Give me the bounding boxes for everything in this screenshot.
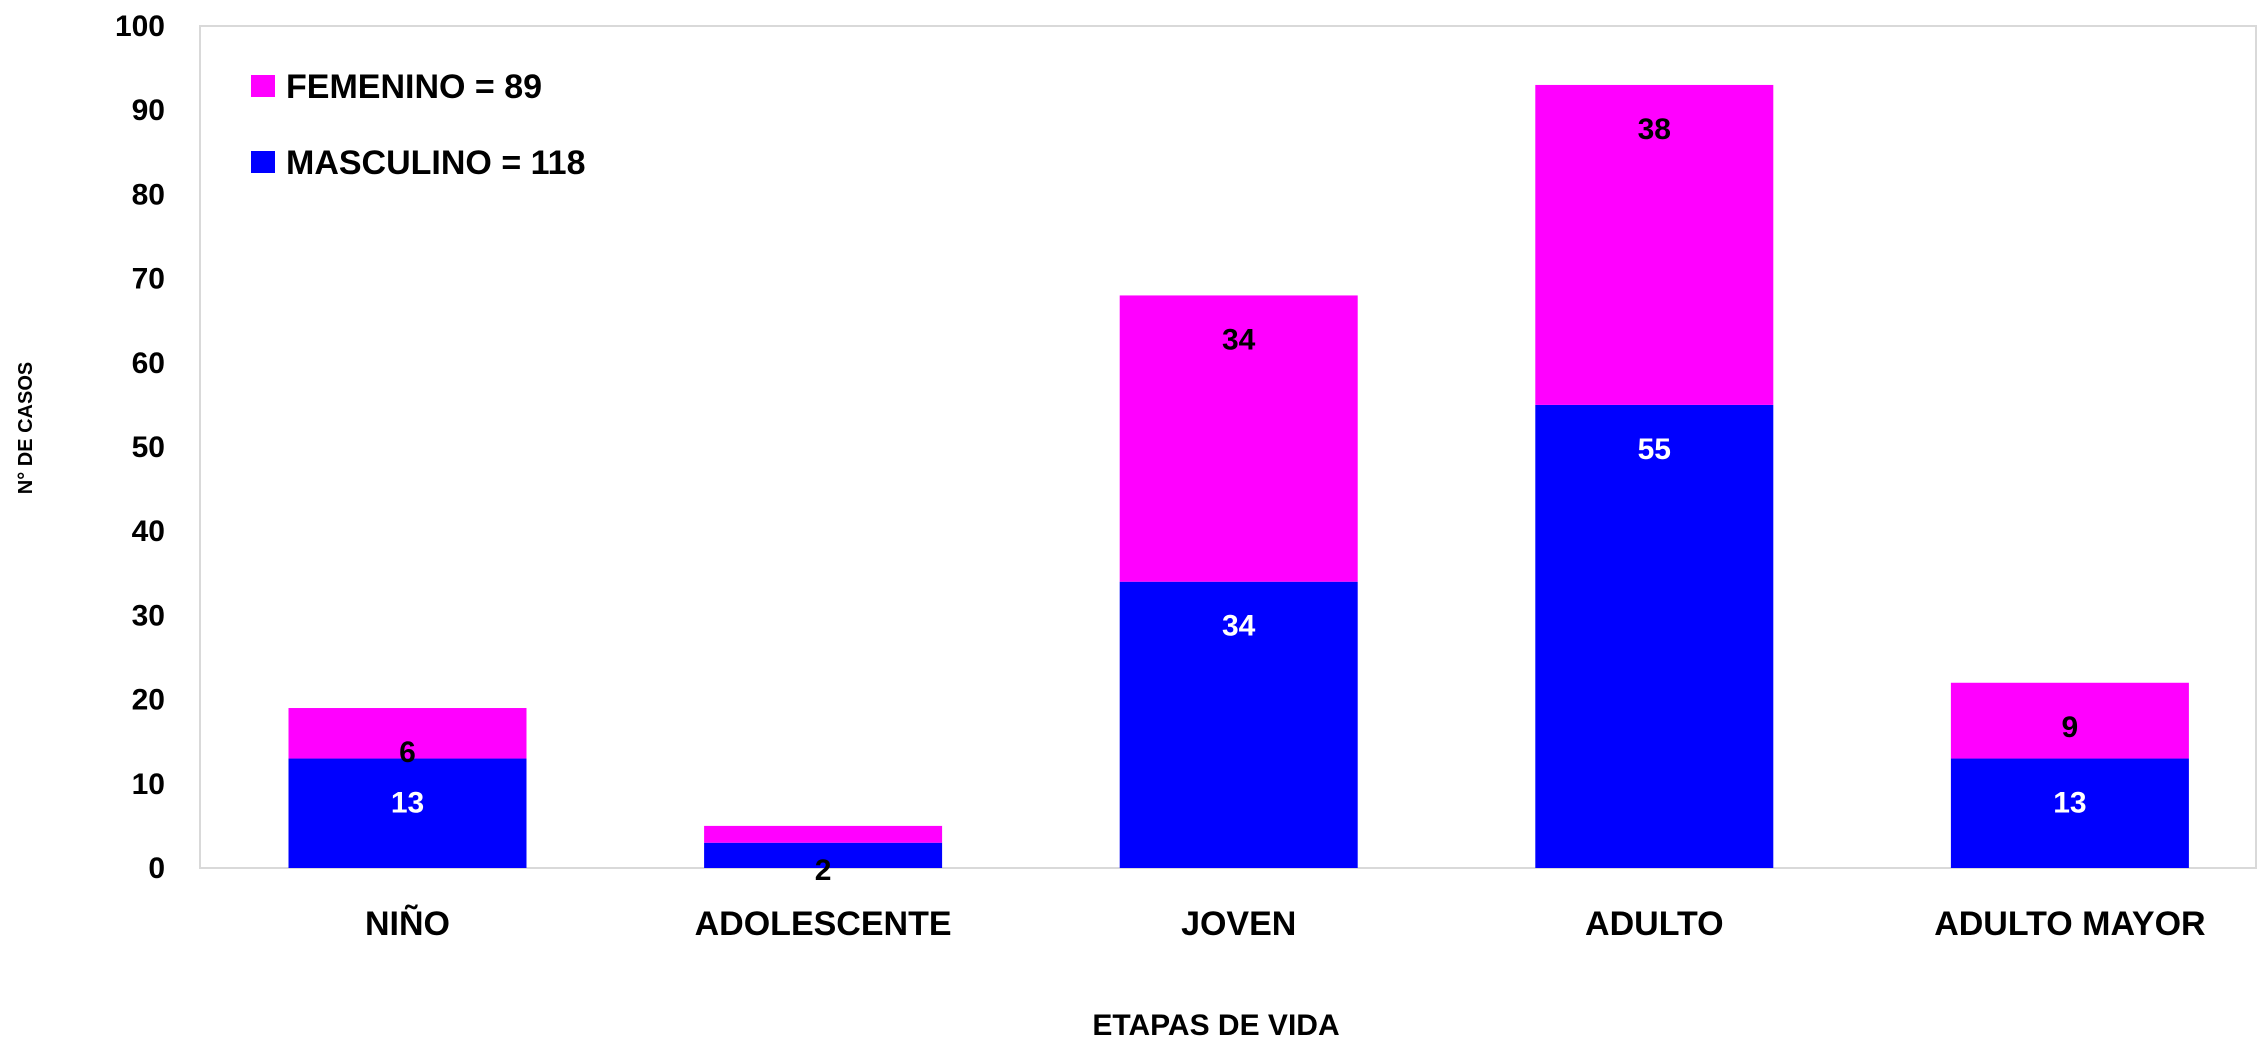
data-label: 55 bbox=[1638, 433, 1671, 466]
legend-label: FEMENINO = 89 bbox=[286, 68, 542, 106]
x-tick-label: NIÑO bbox=[365, 905, 450, 943]
y-tick-label: 70 bbox=[132, 263, 165, 296]
bar-femenino-3 bbox=[1119, 295, 1358, 582]
x-tick-label: ADULTO bbox=[1585, 905, 1724, 943]
y-axis-title: N° DE CASOS bbox=[15, 362, 37, 494]
x-tick-label: JOVEN bbox=[1181, 905, 1296, 943]
data-label: 2 bbox=[815, 854, 832, 887]
y-tick-label: 0 bbox=[148, 852, 165, 885]
legend-label: MASCULINO = 118 bbox=[286, 144, 585, 182]
bar-masculino-2 bbox=[704, 842, 943, 868]
data-label: 6 bbox=[399, 736, 416, 769]
data-label: 9 bbox=[2062, 711, 2079, 744]
legend-swatch bbox=[251, 151, 275, 173]
data-label: 34 bbox=[1222, 610, 1256, 643]
legend-swatch bbox=[251, 75, 275, 97]
bar-femenino-4 bbox=[1535, 84, 1774, 405]
bar-masculino-3 bbox=[1119, 581, 1358, 868]
bar-masculino-4 bbox=[1535, 404, 1774, 868]
data-label: 3 bbox=[815, 871, 832, 904]
y-tick-label: 40 bbox=[132, 515, 165, 548]
y-tick-label: 60 bbox=[132, 347, 165, 380]
y-tick-label: 50 bbox=[132, 431, 165, 464]
bar-masculino-1 bbox=[288, 758, 527, 868]
data-label: 38 bbox=[1638, 113, 1671, 146]
y-tick-label: 90 bbox=[132, 94, 165, 127]
y-tick-label: 30 bbox=[132, 599, 165, 632]
x-tick-label: ADOLESCENTE bbox=[695, 905, 952, 943]
bar-masculino-5 bbox=[1950, 758, 2189, 868]
data-label: 13 bbox=[391, 787, 424, 820]
x-tick-label: ADULTO MAYOR bbox=[1934, 905, 2205, 943]
bar-femenino-5 bbox=[1950, 682, 2189, 759]
y-tick-label: 20 bbox=[132, 684, 165, 717]
data-label: 13 bbox=[2053, 787, 2086, 820]
y-tick-label: 100 bbox=[115, 10, 165, 43]
y-tick-label: 10 bbox=[132, 768, 165, 801]
bar-femenino-2 bbox=[704, 825, 943, 843]
data-label: 34 bbox=[1222, 323, 1256, 356]
x-axis-title: ETAPAS DE VIDA bbox=[1092, 1009, 1339, 1038]
y-tick-label: 80 bbox=[132, 178, 165, 211]
bar-femenino-1 bbox=[288, 708, 527, 759]
